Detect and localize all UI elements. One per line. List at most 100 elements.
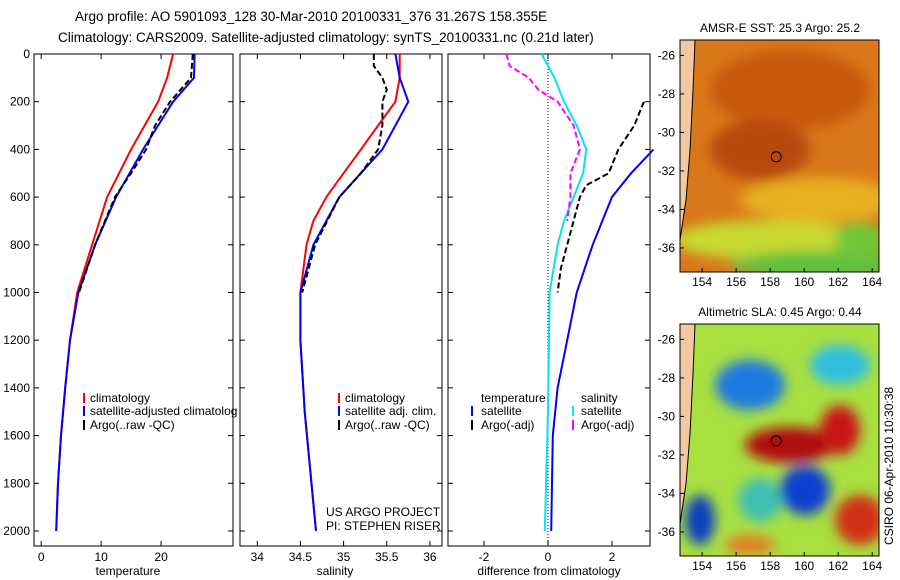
x-tick-label: 0 xyxy=(38,550,45,564)
x-tick-label: 162 xyxy=(828,559,848,573)
legend-swatch xyxy=(83,406,85,416)
series-line-sal-satellite xyxy=(540,53,588,532)
x-tick-label: -2 xyxy=(479,550,490,564)
sst-map-title: AMSR-E SST: 25.3 Argo: 25.2 xyxy=(700,21,860,35)
legend-difference: temperature salinity satellite Argo(-adj… xyxy=(471,391,634,432)
legend-label: satellite adj. clim. xyxy=(345,404,436,418)
y-tick-label: 200 xyxy=(10,95,30,109)
y-tick-label: -36 xyxy=(658,241,676,255)
x-tick-label: 156 xyxy=(726,559,746,573)
legend-swatch xyxy=(83,393,85,403)
x-tick-label: 158 xyxy=(760,275,780,289)
y-tick-label: 600 xyxy=(10,190,30,204)
x-tick-label: 164 xyxy=(862,275,882,289)
y-tick-label: 400 xyxy=(10,142,30,156)
legend-swatch xyxy=(338,420,340,430)
xlabel-salinity: salinity xyxy=(317,564,354,578)
series-line-satellite xyxy=(299,53,410,532)
legend-swatch xyxy=(572,406,574,416)
y-tick-label: -30 xyxy=(658,409,676,423)
series-line-climatology xyxy=(299,54,401,532)
y-tick-label: 1400 xyxy=(3,381,30,395)
legend-swatch xyxy=(572,420,574,430)
legend-header: temperature xyxy=(481,391,546,405)
xlabel-difference: difference from climatology xyxy=(477,564,620,578)
legend-swatch xyxy=(471,406,473,416)
y-tick-label: -28 xyxy=(658,371,676,385)
series-line-sal-argo xyxy=(505,53,581,222)
x-tick-label: 162 xyxy=(828,275,848,289)
x-tick-label: 164 xyxy=(862,559,882,573)
x-tick-label: 0 xyxy=(545,550,552,564)
legend-label: Argo(..raw -QC) xyxy=(345,418,430,432)
sst-map xyxy=(680,40,879,272)
plot-frame xyxy=(33,53,234,547)
y-tick-label: -26 xyxy=(658,48,676,62)
argo-position-marker xyxy=(770,151,782,163)
x-tick-label: 34 xyxy=(251,550,265,564)
y-tick-label: -30 xyxy=(658,125,676,139)
x-tick-label: 2 xyxy=(609,550,616,564)
series-line-temp-satellite xyxy=(550,148,655,532)
legend-swatch xyxy=(338,406,340,416)
y-tick-label: -28 xyxy=(658,87,676,101)
x-tick-label: 34.5 xyxy=(289,550,313,564)
series-line-argo xyxy=(78,53,194,293)
sla-map-title: Altimetric SLA: 0.45 Argo: 0.44 xyxy=(698,305,862,319)
y-tick-label: -36 xyxy=(658,525,676,539)
series-line-temp-argo xyxy=(556,101,645,293)
x-tick-label: 160 xyxy=(794,275,814,289)
x-tick-label: 35 xyxy=(337,550,351,564)
y-tick-label: 2000 xyxy=(3,524,30,538)
title-line2: Climatology: CARS2009. Satellite-adjuste… xyxy=(58,30,594,45)
y-tick-label: -26 xyxy=(658,332,676,346)
x-tick-label: 35.5 xyxy=(375,550,399,564)
legend-label: Argo(..raw -QC) xyxy=(90,418,175,432)
map-frame xyxy=(679,39,880,273)
legend-label: Argo(-adj) xyxy=(581,418,634,432)
x-tick-label: 36 xyxy=(423,550,437,564)
x-tick-label: 20 xyxy=(154,550,168,564)
y-tick-label: 1000 xyxy=(3,285,30,299)
y-tick-label: 1600 xyxy=(3,429,30,443)
side-label: CSIRO 06-Apr-2010 10:30:38 xyxy=(882,387,896,545)
x-tick-label: 158 xyxy=(760,559,780,573)
x-tick-label: 154 xyxy=(692,559,712,573)
legend-temperature: climatology satellite-adjusted climatolo… xyxy=(83,391,237,432)
legend-label: satellite-adjusted climatolog xyxy=(90,404,237,418)
x-tick-label: 154 xyxy=(692,275,712,289)
x-tick-label: 160 xyxy=(794,559,814,573)
legend-label: Argo(-adj) xyxy=(481,418,534,432)
legend-swatch xyxy=(338,393,340,403)
credit-line1: US ARGO PROJECT xyxy=(326,505,441,519)
plot-frame xyxy=(239,53,443,547)
coastline-land xyxy=(680,324,695,524)
sla-map xyxy=(680,324,879,556)
coastline-land xyxy=(680,40,695,240)
y-tick-label: -34 xyxy=(658,486,676,500)
x-tick-label: 10 xyxy=(94,550,108,564)
legend-salinity: climatology satellite adj. clim. Argo(..… xyxy=(338,391,436,432)
plot-frame xyxy=(447,53,651,547)
y-tick-label: -32 xyxy=(658,164,676,178)
legend-label: climatology xyxy=(90,391,150,405)
legend-label: climatology xyxy=(345,391,405,405)
argo-position-marker xyxy=(770,435,782,447)
y-tick-label: 800 xyxy=(10,238,30,252)
legend-header: salinity xyxy=(581,391,618,405)
legend-label: satellite xyxy=(481,404,522,418)
y-tick-label: -32 xyxy=(658,448,676,462)
y-tick-label: 0 xyxy=(23,47,30,61)
y-tick-label: 1200 xyxy=(3,333,30,347)
credit-line2: PI: STEPHEN RISER xyxy=(326,519,441,533)
legend-swatch xyxy=(471,420,473,430)
y-tick-label: 1800 xyxy=(3,476,30,490)
title-line1: Argo profile: AO 5901093_128 30-Mar-2010… xyxy=(75,9,547,24)
x-tick-label: 156 xyxy=(726,275,746,289)
legend-swatch xyxy=(83,420,85,430)
xlabel-temperature: temperature xyxy=(96,564,161,578)
legend-label: satellite xyxy=(581,404,622,418)
y-tick-label: -34 xyxy=(658,202,676,216)
map-frame xyxy=(679,323,880,557)
